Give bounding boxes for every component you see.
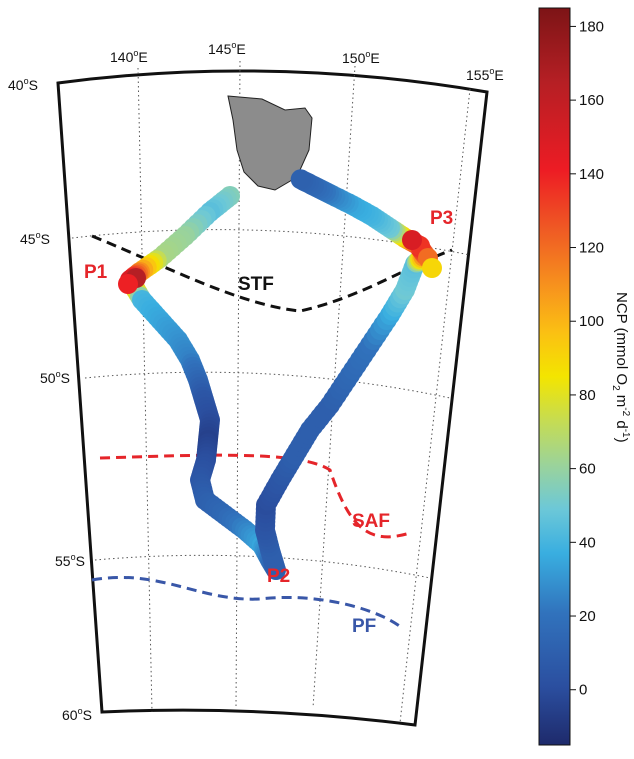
colorbar-title: NCP (mmol O2 m-2 d-1) — [610, 292, 631, 443]
pf-label: PF — [352, 616, 376, 637]
front-saf-line — [99, 453, 411, 539]
colorbar-tick-label: 80 — [579, 387, 596, 404]
colorbar-tick-label: 160 — [579, 92, 604, 109]
meridian-140 — [137, 67, 153, 713]
lon-label-155: 155oE — [466, 66, 504, 83]
lon-label-140: 140oE — [110, 48, 148, 65]
colorbar-tick-label: 60 — [579, 461, 596, 478]
lon-label-145: 145oE — [208, 40, 246, 57]
colorbar-tick-label: 100 — [579, 313, 604, 330]
lat-label-50: 50oS — [40, 369, 70, 386]
lat-label-60: 60oS — [62, 706, 92, 723]
track-point — [422, 258, 442, 278]
lat-label-40: 40oS — [8, 76, 38, 93]
lat-label-45: 45oS — [20, 230, 50, 247]
front-pf-line — [91, 575, 403, 630]
meridian-155 — [399, 88, 471, 724]
colorbar-tick-label: 180 — [579, 18, 604, 35]
track-point — [290, 169, 311, 190]
track-point — [118, 274, 138, 294]
lon-label-150: 150oE — [342, 49, 380, 66]
lat-label-55: 55oS — [55, 552, 85, 569]
site-p3-label: P3 — [430, 208, 453, 229]
site-p1-label: P1 — [84, 262, 108, 283]
colorbar: 0 20 40 60 80 100 120 140 160 180 NCP (mmol O2 m-… — [538, 7, 631, 746]
colorbar-tick-label: 0 — [579, 682, 587, 699]
parallel-45 — [71, 229, 471, 256]
colorbar-tick-label: 20 — [579, 608, 596, 625]
colorbar-gradient — [538, 7, 571, 746]
track-point — [402, 230, 422, 250]
map-frame — [56, 69, 489, 727]
ship-track-ncp — [118, 169, 442, 580]
saf-label: SAF — [352, 511, 390, 532]
colorbar-tick-label: 140 — [579, 166, 604, 183]
colorbar-tick-label: 40 — [579, 534, 596, 551]
stf-label: STF — [238, 274, 274, 295]
site-p2-label: P2 — [267, 566, 290, 587]
colorbar-tick-label: 120 — [579, 240, 604, 257]
colorbar-ticks: 0 20 40 60 80 100 120 140 160 180 — [570, 18, 604, 699]
